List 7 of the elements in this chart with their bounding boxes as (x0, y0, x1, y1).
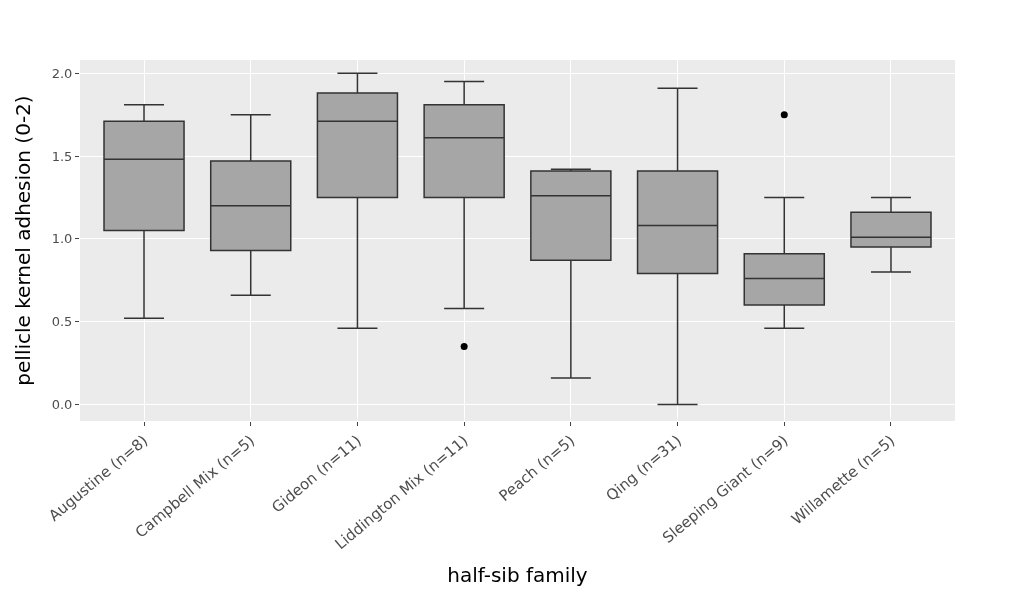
y-tick-label: 1.5 (51, 148, 73, 164)
y-tick-label: 0.0 (51, 396, 73, 412)
x-axis-title: half-sib family (447, 562, 588, 587)
y-tick-label: 2.0 (51, 65, 73, 81)
y-tick-label: 1.0 (51, 231, 73, 247)
y-tick-label: 0.5 (51, 314, 73, 330)
y-axis-title: pellicle kernel adhesion (0-2) (11, 95, 36, 386)
